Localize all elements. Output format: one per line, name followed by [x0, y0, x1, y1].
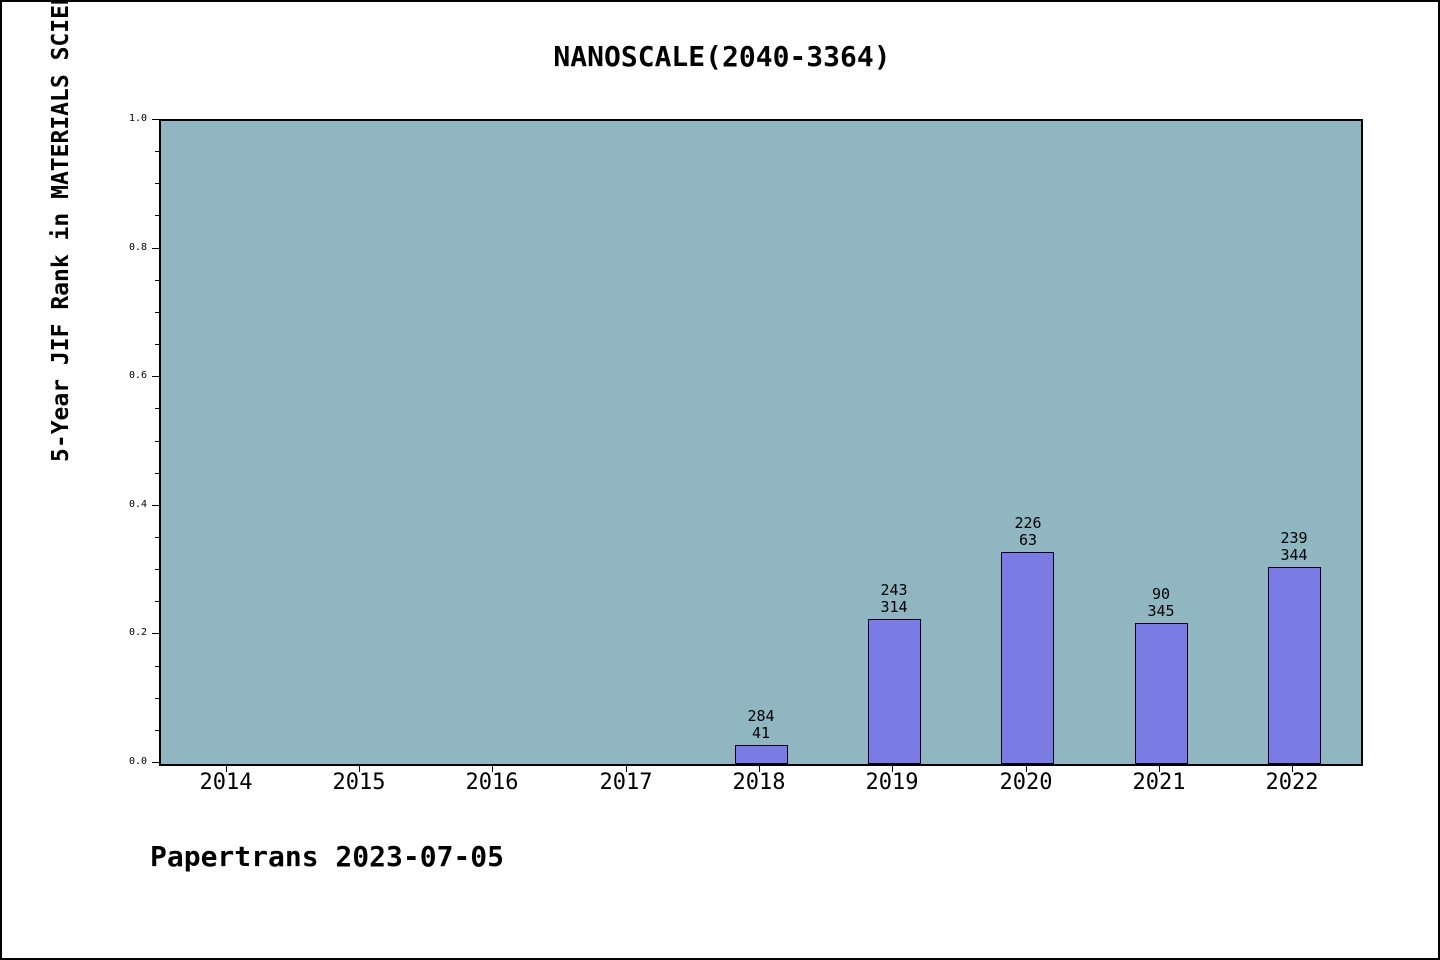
y-minor-tick-mark	[155, 730, 159, 731]
x-tick-label-2015: 2015	[332, 770, 386, 795]
y-tick-label: 1.0	[128, 113, 147, 124]
y-minor-tick-mark	[155, 473, 159, 474]
y-tick-mark	[152, 248, 159, 249]
x-tick-mark	[1159, 766, 1160, 772]
bar-label-2019: 243 314	[880, 581, 908, 616]
x-tick-label-2019: 2019	[865, 770, 919, 795]
x-tick-mark	[759, 766, 760, 772]
x-tick-label-2022: 2022	[1265, 770, 1319, 795]
y-minor-tick-mark	[155, 151, 159, 152]
y-tick-mark	[152, 633, 159, 634]
y-minor-tick-mark	[155, 280, 159, 281]
footer-watermark: Papertrans 2023-07-05	[150, 840, 505, 873]
y-tick-mark	[152, 376, 159, 377]
bar-label-2020: 226 63	[1014, 514, 1042, 549]
y-tick-label: 0.6	[128, 370, 147, 381]
y-minor-tick-mark	[155, 569, 159, 570]
x-tick-label-2021: 2021	[1132, 770, 1186, 795]
x-tick-mark	[892, 766, 893, 772]
y-minor-tick-mark	[155, 215, 159, 216]
y-tick-label: 0.2	[128, 627, 147, 638]
x-tick-label-2018: 2018	[732, 770, 786, 795]
bar-2018	[735, 745, 788, 764]
bar-2021	[1135, 623, 1188, 764]
x-tick-mark	[626, 766, 627, 772]
plot-area: 284 41 243 314 226 63 90 345 239 344	[159, 119, 1363, 766]
bar-label-2018: 284 41	[747, 707, 775, 742]
y-minor-tick-mark	[155, 601, 159, 602]
y-minor-tick-mark	[155, 408, 159, 409]
x-tick-mark	[226, 766, 227, 772]
x-tick-label-2017: 2017	[599, 770, 653, 795]
chart-title: NANOSCALE(2040-3364)	[553, 40, 891, 73]
y-minor-tick-mark	[155, 312, 159, 313]
y-minor-tick-mark	[155, 344, 159, 345]
bar-2020	[1001, 552, 1054, 764]
y-minor-tick-mark	[155, 537, 159, 538]
y-tick-mark	[152, 505, 159, 506]
x-tick-mark	[359, 766, 360, 772]
x-tick-mark	[1292, 766, 1293, 772]
bar-label-2022: 239 344	[1280, 529, 1308, 564]
y-minor-tick-mark	[155, 666, 159, 667]
y-minor-tick-mark	[155, 183, 159, 184]
x-tick-label-2014: 2014	[199, 770, 253, 795]
x-tick-mark	[492, 766, 493, 772]
y-tick-label: 0.0	[128, 756, 147, 767]
y-tick-label: 0.8	[128, 242, 147, 253]
bar-2019	[868, 619, 921, 764]
x-tick-mark	[1026, 766, 1027, 772]
y-tick-label: 0.4	[128, 499, 147, 510]
bar-label-2021: 90 345	[1147, 585, 1175, 620]
bars-layer: 284 41 243 314 226 63 90 345 239 344	[161, 121, 1361, 764]
y-tick-mark	[152, 762, 159, 763]
y-minor-tick-mark	[155, 698, 159, 699]
x-tick-label-2016: 2016	[465, 770, 519, 795]
y-tick-mark	[152, 119, 159, 120]
x-tick-label-2020: 2020	[999, 770, 1053, 795]
bar-2022	[1268, 567, 1321, 764]
y-minor-tick-mark	[155, 441, 159, 442]
